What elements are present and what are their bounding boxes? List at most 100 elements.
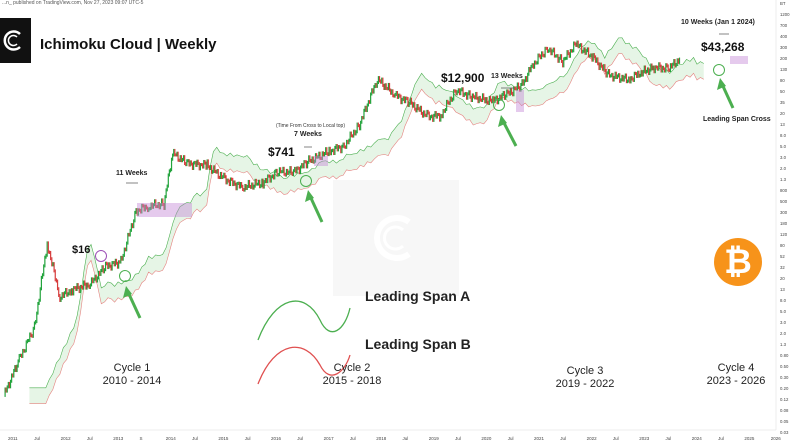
y-tick-label: 3.0 <box>780 320 787 325</box>
x-tick-label: 2017 <box>324 436 335 441</box>
weeks-7-label: 7 Weeks <box>294 131 322 138</box>
x-tick-label: Jul <box>560 436 566 441</box>
y-tick-label: 5.0 <box>780 309 787 314</box>
y-tick-label: 80 <box>780 78 785 83</box>
top-highlight <box>314 156 328 166</box>
price-741-label: $741 <box>268 145 295 159</box>
x-tick-label: 2020 <box>481 436 492 441</box>
y-tick-label: 0.03 <box>780 430 789 435</box>
cross-circle <box>300 175 312 187</box>
cycle-2: Cycle 2 2015 - 2018 <box>312 362 392 388</box>
y-tick-label: 2.0 <box>780 166 787 171</box>
y-tick-label: 0.12 <box>780 397 789 402</box>
y-tick-label: 5.0 <box>780 144 787 149</box>
y-tick-label: 0.05 <box>780 419 789 424</box>
watermark-c-icon <box>374 215 411 261</box>
x-tick-label: Jul <box>718 436 724 441</box>
y-tick-label: 130 <box>780 67 788 72</box>
y-tick-label: 35 <box>780 100 785 105</box>
x-tick-label: Jul <box>455 436 461 441</box>
price-12900-label: $12,900 <box>441 71 485 85</box>
y-tick-label: 500 <box>780 199 788 204</box>
y-tick-label: 200 <box>780 56 788 61</box>
x-ticks: 2011 Jul 2012 Jul 2013 S 2014 Jul 2015 Jul 2016 Jul… <box>8 436 781 441</box>
cross-circle <box>713 64 725 76</box>
x-tick-label: Jul <box>613 436 619 441</box>
x-tick-label: Jul <box>34 436 40 441</box>
brand-logo <box>0 18 31 63</box>
cycle-3-years: 2019 - 2022 <box>555 378 615 390</box>
cross-circle <box>119 270 131 282</box>
arrow-head <box>123 286 132 298</box>
y-tick-label: 700 <box>780 23 788 28</box>
y-tick-label: 1.3 <box>780 342 787 347</box>
x-tick-label: 2012 <box>61 436 72 441</box>
y-tick-label: 32 <box>780 265 785 270</box>
cycle-1-name: Cycle 1 <box>113 362 151 374</box>
cycle-3: Cycle 3 2019 - 2022 <box>545 365 625 391</box>
chart-title: Ichimoku Cloud | Weekly <box>40 36 217 53</box>
price-43268-label: $43,268 <box>701 40 745 54</box>
cycle-4: Cycle 4 2023 - 2026 <box>696 362 776 388</box>
legend-span-b-label: Leading Span B <box>365 336 471 352</box>
top-highlight <box>137 203 192 217</box>
top-highlight <box>516 90 524 112</box>
arrow-head <box>305 190 314 202</box>
cycle-2-name: Cycle 2 <box>333 362 371 374</box>
cycle-1-years: 2010 - 2014 <box>102 375 162 387</box>
y-axis-strip <box>776 0 800 445</box>
weeks-10-label: 10 Weeks (Jan 1 2024) <box>681 19 755 26</box>
price-16-label: $16 <box>72 244 91 256</box>
cross-circle <box>493 99 505 111</box>
cross-circle <box>95 250 107 262</box>
y-tick-label: 0.80 <box>780 353 789 358</box>
y-tick-label: 180 <box>780 221 788 226</box>
x-tick-label: 2011 <box>8 436 18 441</box>
y-tick-label: 300 <box>780 210 788 215</box>
x-tick-label: 2022 <box>587 436 598 441</box>
y-tick-label: 0.08 <box>780 408 789 413</box>
x-tick-label: 2025 <box>744 436 755 441</box>
y-tick-label: BT <box>780 1 786 6</box>
x-tick-label: Jul <box>666 436 672 441</box>
y-tick-label: 52 <box>780 254 785 259</box>
y-tick-label: 20 <box>780 276 785 281</box>
x-tick-label: 2018 <box>376 436 387 441</box>
y-tick-label: 120 <box>780 232 788 237</box>
y-tick-label: 50 <box>780 89 785 94</box>
y-tick-label: 0.20 <box>780 386 789 391</box>
leading-span-a-line <box>29 37 704 389</box>
x-tick-label: Jul <box>297 436 303 441</box>
leading-span-cross-label: Leading Span Cross <box>703 116 771 123</box>
y-ticks: BT 1200 700 400 300 200 130 80 50 35 20 13 8.0 5.0 3.0… <box>780 1 790 435</box>
bitcoin-icon: ₿ <box>714 238 762 286</box>
x-tick-label: Jul <box>87 436 93 441</box>
arrow-shaft <box>126 291 142 319</box>
x-tick-label: 2016 <box>271 436 282 441</box>
y-tick-label: 20 <box>780 111 785 116</box>
x-tick-label: 2021 <box>534 436 545 441</box>
x-tick-label: 2013 <box>113 436 124 441</box>
y-tick-label: 80 <box>780 243 785 248</box>
cycle-4-name: Cycle 4 <box>717 362 755 374</box>
arrow-head <box>498 115 507 127</box>
cycle-2-years: 2015 - 2018 <box>322 375 382 387</box>
x-tick-label: 2023 <box>639 436 650 441</box>
cycle-3-name: Cycle 3 <box>566 365 604 377</box>
logo-c-icon <box>3 30 21 51</box>
x-tick-label: S <box>140 436 143 441</box>
time-note-label: (Time From Cross to Local top) <box>276 123 345 129</box>
x-tick-label: Jul <box>403 436 409 441</box>
y-tick-label: 8.0 <box>780 133 787 138</box>
x-tick-label: Jul <box>192 436 198 441</box>
y-tick-label: 0.30 <box>780 375 789 380</box>
watermark <box>333 180 459 296</box>
x-tick-label: 2024 <box>692 436 703 441</box>
arrow-shaft <box>308 195 324 223</box>
y-tick-label: 2.0 <box>780 331 787 336</box>
y-tick-label: 800 <box>780 188 788 193</box>
x-tick-label: Jul <box>245 436 251 441</box>
weeks-13-label: 13 Weeks <box>491 73 523 80</box>
